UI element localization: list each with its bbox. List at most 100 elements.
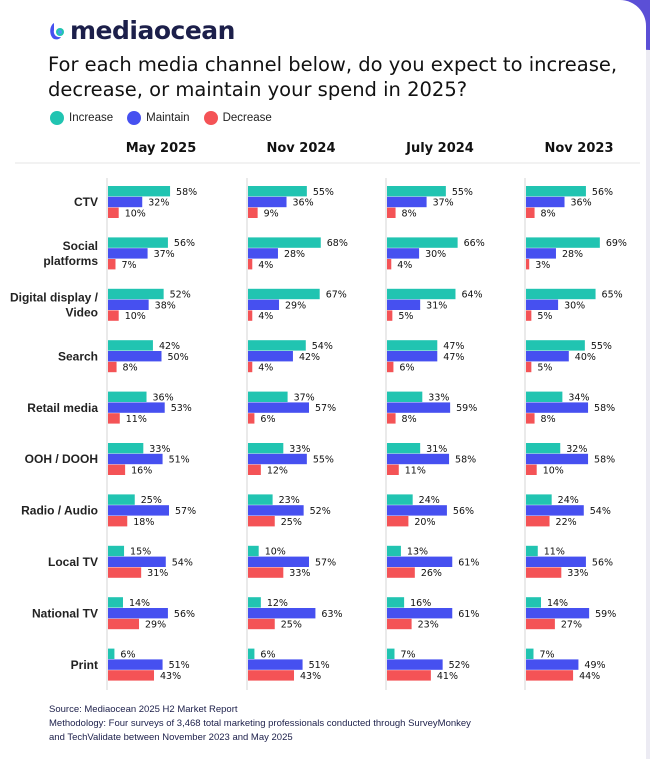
data-label: 29% [145, 620, 166, 631]
data-label: 16% [131, 465, 152, 476]
data-label: 26% [421, 568, 442, 579]
data-label: 11% [405, 465, 426, 476]
data-label: 33% [428, 392, 449, 403]
grouped-bar-chart: May 2025 58% 56% 52% 42% 36% 33% 25% 15% 14% 6% 32%… [10, 141, 640, 690]
data-label: 34% [568, 392, 589, 403]
bar-decrease [387, 310, 393, 321]
data-label: 68% [327, 238, 348, 249]
data-label: 61% [458, 609, 479, 620]
data-label: 67% [326, 290, 347, 301]
data-label: 14% [129, 598, 150, 609]
bar-decrease [526, 516, 550, 527]
bar-decrease [108, 259, 116, 270]
data-label: 33% [567, 568, 588, 579]
data-label: 8% [402, 208, 417, 219]
data-label: 57% [315, 557, 336, 568]
bar-maintain [526, 248, 556, 259]
data-label: 9% [264, 208, 279, 219]
bar-increase [387, 186, 446, 197]
bar-decrease [248, 618, 275, 630]
data-label: 51% [169, 660, 190, 671]
bar-maintain [387, 556, 453, 567]
bar-increase [526, 443, 561, 454]
data-label: 55% [313, 187, 334, 198]
bar-decrease [526, 567, 562, 578]
category-label: OOH / DOOH [25, 452, 98, 466]
data-label: 36% [293, 198, 314, 209]
data-label: 53% [171, 403, 192, 414]
bar-maintain [248, 659, 303, 670]
data-label: 58% [594, 455, 615, 466]
data-label: 38% [155, 300, 176, 311]
bar-increase [526, 597, 541, 608]
data-label: 69% [606, 238, 627, 249]
bar-maintain [526, 351, 569, 362]
data-label: 24% [419, 495, 440, 506]
data-label: 37% [154, 249, 175, 260]
bar-increase [526, 545, 538, 557]
bar-increase [248, 597, 261, 608]
bar-maintain [108, 608, 168, 619]
data-label: 28% [562, 249, 583, 260]
data-label: 23% [279, 495, 300, 506]
legend: Increase Maintain Decrease [50, 111, 272, 125]
bar-increase [248, 545, 259, 557]
bar-maintain [108, 196, 143, 208]
bar-increase [387, 340, 438, 351]
data-label: 8% [541, 414, 556, 425]
decrease-swatch [203, 111, 218, 125]
bar-increase [526, 288, 596, 300]
bar-maintain [387, 299, 421, 310]
legend-label: Decrease [222, 112, 272, 124]
data-label: 4% [258, 311, 273, 322]
bar-maintain [387, 196, 427, 208]
data-label: 6% [260, 414, 275, 425]
bar-increase [108, 597, 123, 608]
bar-maintain [248, 505, 304, 516]
category-label: Print [71, 658, 98, 672]
data-label: 22% [556, 517, 577, 528]
data-label: 36% [571, 198, 592, 209]
bar-decrease [387, 670, 431, 681]
category-label: National TV [32, 606, 98, 620]
panel-header: Nov 2023 [545, 141, 614, 156]
data-label: 63% [321, 609, 342, 620]
data-label: 18% [133, 517, 154, 528]
data-label: 30% [425, 249, 446, 260]
legend-label: Maintain [146, 112, 190, 124]
bar-maintain [108, 505, 169, 516]
bar-decrease [248, 670, 295, 681]
bar-increase [248, 186, 307, 197]
logo-text: mediaocean [70, 16, 235, 45]
data-label: 36% [153, 392, 174, 403]
bar-decrease [526, 670, 574, 681]
data-label: 7% [121, 260, 136, 271]
bar-maintain [248, 453, 307, 465]
legend-decrease: Decrease [203, 111, 272, 125]
data-label: 25% [281, 517, 302, 528]
data-label: 3% [535, 260, 550, 271]
data-label: 32% [148, 198, 169, 209]
bar-increase [108, 443, 144, 454]
bar-increase [387, 288, 456, 300]
data-label: 54% [590, 506, 611, 517]
data-label: 54% [172, 557, 193, 568]
data-label: 23% [418, 620, 439, 631]
panel-header: Nov 2024 [267, 141, 336, 156]
methodology-note: Methodology: Four surveys of 3,468 total… [49, 718, 471, 729]
bar-maintain [387, 453, 450, 465]
bar-decrease [108, 670, 155, 681]
bar-increase [387, 391, 423, 402]
bar-maintain [526, 299, 559, 310]
data-label: 29% [285, 300, 306, 311]
bar-maintain [108, 248, 148, 259]
bar-decrease [248, 361, 253, 373]
category-label: Social platforms [43, 239, 98, 268]
data-label: 61% [458, 557, 479, 568]
bar-increase [108, 237, 168, 248]
bar-maintain [108, 351, 162, 362]
bar-increase [248, 443, 284, 454]
data-label: 32% [566, 444, 587, 455]
data-label: 8% [402, 414, 417, 425]
category-label: Search [58, 349, 98, 363]
